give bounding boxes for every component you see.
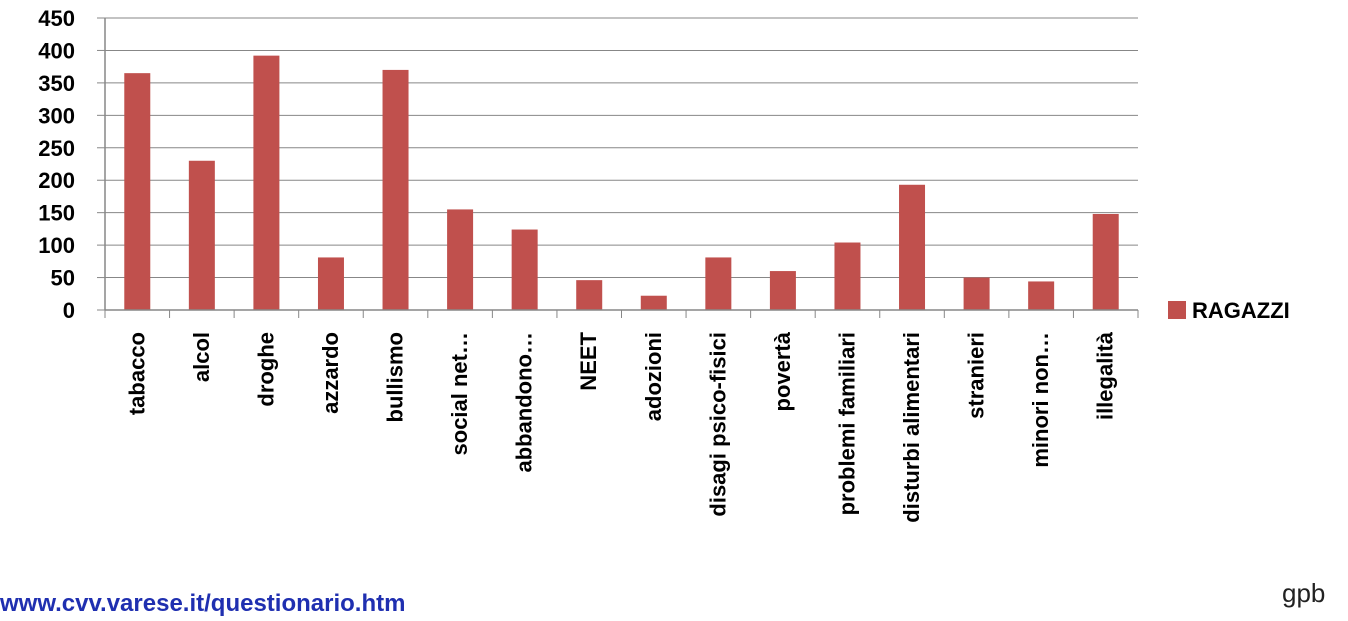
y-tick-label: 100	[38, 233, 75, 258]
bar	[834, 242, 861, 310]
x-tick-label: problemi familiari	[834, 332, 859, 515]
bar	[124, 73, 151, 311]
x-tick-label: adozioni	[641, 332, 666, 421]
x-tick-label: bullismo	[383, 332, 408, 422]
legend: RAGAZZI	[1168, 298, 1290, 323]
bar	[963, 277, 990, 310]
y-tick-label: 400	[38, 38, 75, 63]
y-tick-labels: 0 50 100 150 200 250 300 350 400 450	[38, 6, 75, 323]
y-tick-label: 250	[38, 136, 75, 161]
x-tick-label: disturbi alimentari	[899, 332, 924, 523]
bar	[188, 160, 215, 310]
bar	[382, 69, 409, 311]
bar	[576, 280, 603, 310]
bar	[447, 209, 474, 310]
author-signature: gpb	[1282, 578, 1326, 608]
bar	[705, 257, 732, 310]
y-tick-label: 450	[38, 6, 75, 31]
bar	[253, 55, 280, 310]
x-tick-label: abbandono…	[512, 332, 537, 473]
legend-label: RAGAZZI	[1192, 298, 1290, 323]
y-tick-label: 300	[38, 103, 75, 128]
bar	[1092, 213, 1119, 310]
bar	[317, 257, 344, 310]
website-link[interactable]: www.cvv.varese.it/questionario.htm	[0, 590, 406, 617]
x-tick-label: disagi psico-fisici	[705, 332, 730, 517]
x-tick-labels: tabacco alcol droghe azzardo bullismo social …	[124, 331, 1117, 522]
bars	[124, 55, 1119, 311]
x-tick-label: minori non…	[1028, 332, 1053, 468]
y-tick-label: 200	[38, 168, 75, 193]
x-tick-label: alcol	[189, 332, 214, 382]
x-tick-label: social net…	[447, 332, 472, 455]
y-tick-label: 0	[63, 298, 75, 323]
x-tick-label: tabacco	[124, 332, 149, 415]
bar	[511, 229, 538, 310]
y-tick-label: 350	[38, 71, 75, 96]
x-tick-label: NEET	[576, 331, 601, 390]
axes	[104, 18, 1138, 311]
bar	[769, 271, 796, 310]
x-tick-label: povertà	[770, 331, 795, 411]
bar	[1028, 281, 1055, 310]
y-tick-label: 150	[38, 201, 75, 226]
x-tick-label: illegalità	[1093, 331, 1118, 420]
gridlines	[97, 17, 1139, 318]
x-tick-label: azzardo	[318, 332, 343, 414]
bar	[899, 184, 926, 310]
x-tick-label: stranieri	[964, 332, 989, 419]
bar	[640, 295, 667, 310]
legend-swatch	[1168, 301, 1186, 319]
x-tick-label: droghe	[253, 332, 278, 407]
y-tick-label: 50	[51, 266, 75, 291]
